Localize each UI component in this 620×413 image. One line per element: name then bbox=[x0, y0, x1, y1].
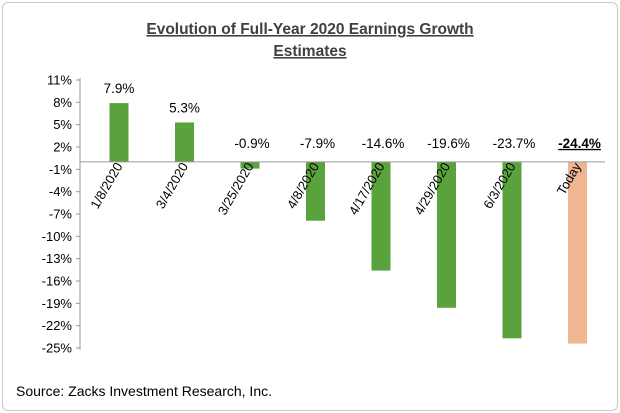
y-tick-label: 2% bbox=[53, 140, 72, 155]
bar bbox=[306, 161, 325, 221]
bar bbox=[240, 161, 260, 169]
y-tick-label: 5% bbox=[53, 117, 72, 132]
chart-title-line: Estimates bbox=[273, 43, 346, 60]
y-tick-label: -19% bbox=[42, 296, 73, 311]
y-tick-label: -13% bbox=[42, 251, 73, 266]
y-tick-label: 8% bbox=[53, 95, 72, 110]
chart-title-line: Evolution of Full-Year 2020 Earnings Gro… bbox=[146, 21, 473, 38]
y-tick-label: -22% bbox=[42, 318, 73, 333]
data-label: 5.3% bbox=[169, 100, 200, 115]
source-note: Source: Zacks Investment Research, Inc. bbox=[16, 383, 272, 399]
y-tick-label: -1% bbox=[49, 162, 73, 177]
data-label: -0.9% bbox=[234, 136, 269, 151]
bar bbox=[437, 161, 456, 308]
bar bbox=[371, 161, 391, 271]
data-label: -19.6% bbox=[427, 136, 470, 151]
data-label: -23.7% bbox=[493, 136, 536, 151]
data-label: -7.9% bbox=[300, 136, 335, 151]
y-tick-label: -25% bbox=[42, 341, 73, 356]
y-tick-label: 11% bbox=[47, 73, 72, 88]
x-category-label: 3/4/2020 bbox=[153, 160, 191, 211]
y-tick-label: -4% bbox=[49, 184, 73, 199]
y-tick-label: -10% bbox=[42, 229, 73, 244]
bar bbox=[175, 122, 194, 162]
bar bbox=[502, 161, 522, 339]
y-tick-label: -7% bbox=[49, 207, 73, 222]
bar bbox=[109, 103, 129, 162]
y-tick-label: -16% bbox=[42, 274, 73, 289]
x-category-label: 3/25/2020 bbox=[215, 160, 257, 218]
x-category-label: 1/8/2020 bbox=[87, 160, 125, 211]
data-label: 7.9% bbox=[104, 81, 135, 96]
data-label: -14.6% bbox=[362, 136, 405, 151]
data-label: -24.4% bbox=[558, 136, 601, 151]
bar bbox=[568, 161, 587, 344]
